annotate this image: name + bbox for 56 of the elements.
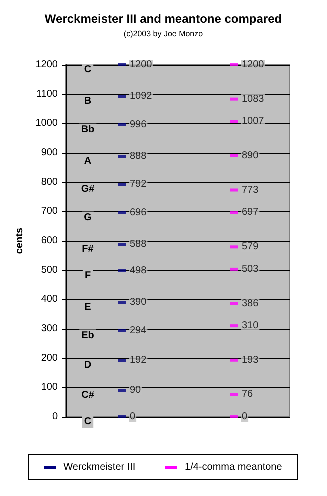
y-tick-label: 900 xyxy=(41,148,58,158)
text: C# xyxy=(82,390,95,402)
text: D xyxy=(84,360,92,372)
text: Bb xyxy=(81,124,95,136)
data-label: 192 xyxy=(130,355,148,366)
chart-title: Werckmeister III and meantone compared xyxy=(44,12,282,26)
data-label: 76 xyxy=(242,389,254,400)
text: B xyxy=(84,96,92,108)
data-label: 1007 xyxy=(242,116,265,128)
y-tick-label: 200 xyxy=(41,352,58,364)
data-label: 310 xyxy=(242,320,260,332)
key-box: Werckmeister III 1/4-comma meantone xyxy=(28,454,298,480)
data-label: 0 xyxy=(242,412,248,422)
y-tick-label: 100 xyxy=(41,382,58,394)
text: A xyxy=(84,156,92,168)
data-label: 498 xyxy=(130,265,148,276)
data-label: 294 xyxy=(130,325,148,336)
y-tick-label: 600 xyxy=(41,236,58,246)
data-label: 386 xyxy=(242,298,260,310)
data-label: 1092 xyxy=(130,91,153,102)
data-label: 193 xyxy=(242,354,260,366)
y-tick-label: 300 xyxy=(41,324,58,334)
chart-subtitle: (c)2003 by Joe Monzo xyxy=(124,30,204,38)
data-label: 0 xyxy=(130,412,136,422)
data-label: 792 xyxy=(130,179,148,190)
y-tick-label: 1000 xyxy=(36,118,58,130)
data-label: 696 xyxy=(130,207,148,218)
y-tick-label: 800 xyxy=(41,176,58,188)
data-label: 996 xyxy=(130,119,148,130)
text: E xyxy=(84,302,92,314)
data-label: 888 xyxy=(130,151,148,162)
text: C xyxy=(84,416,92,428)
data-label: 773 xyxy=(242,184,260,196)
data-label: 890 xyxy=(242,150,260,162)
data-label: 588 xyxy=(130,239,148,250)
y-tick-label: 1100 xyxy=(36,88,58,100)
data-label: 697 xyxy=(242,207,260,218)
data-label: 1200 xyxy=(130,60,153,70)
data-label: 90 xyxy=(130,385,142,396)
data-label: 1200 xyxy=(242,60,265,70)
y-tick-label: 400 xyxy=(41,294,58,306)
text: C xyxy=(84,64,92,76)
text: G xyxy=(84,212,92,224)
y-tick-label: 500 xyxy=(41,264,58,276)
y-tick-label: 700 xyxy=(41,206,58,218)
data-label: 390 xyxy=(130,297,148,308)
y-axis-title: cents xyxy=(14,228,26,254)
text: F# xyxy=(82,244,94,256)
text: Eb xyxy=(82,330,94,342)
data-label: 579 xyxy=(242,242,260,253)
y-tick-label: 0 xyxy=(52,412,58,422)
data-label: 1083 xyxy=(242,94,265,105)
data-label: 503 xyxy=(242,264,260,275)
y-tick-label: 1200 xyxy=(36,60,58,70)
text: F xyxy=(84,270,92,282)
text: G# xyxy=(81,184,96,196)
